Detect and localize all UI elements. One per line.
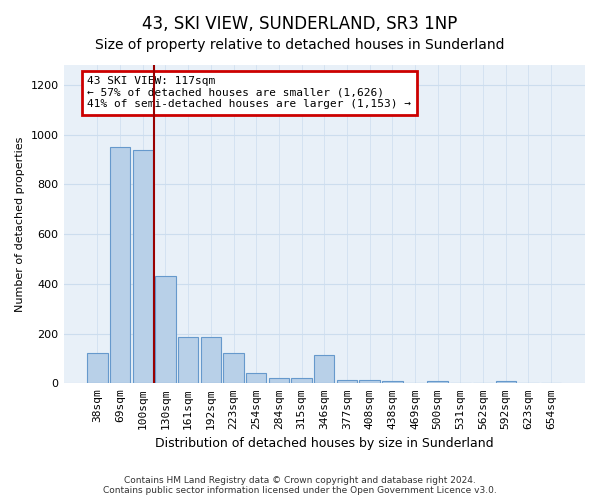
Bar <box>133 150 153 384</box>
Text: Contains HM Land Registry data © Crown copyright and database right 2024.
Contai: Contains HM Land Registry data © Crown c… <box>103 476 497 495</box>
Bar <box>359 380 380 384</box>
Bar <box>427 382 448 384</box>
X-axis label: Distribution of detached houses by size in Sunderland: Distribution of detached houses by size … <box>155 437 494 450</box>
Bar <box>223 354 244 384</box>
Bar <box>337 380 357 384</box>
Bar <box>200 338 221 384</box>
Bar <box>155 276 176 384</box>
Bar <box>87 354 107 384</box>
Bar <box>246 374 266 384</box>
Bar <box>496 382 516 384</box>
Text: 43, SKI VIEW, SUNDERLAND, SR3 1NP: 43, SKI VIEW, SUNDERLAND, SR3 1NP <box>142 15 458 33</box>
Bar <box>178 338 199 384</box>
Bar <box>269 378 289 384</box>
Text: 43 SKI VIEW: 117sqm
← 57% of detached houses are smaller (1,626)
41% of semi-det: 43 SKI VIEW: 117sqm ← 57% of detached ho… <box>87 76 411 110</box>
Y-axis label: Number of detached properties: Number of detached properties <box>15 136 25 312</box>
Text: Size of property relative to detached houses in Sunderland: Size of property relative to detached ho… <box>95 38 505 52</box>
Bar <box>110 147 130 384</box>
Bar <box>382 381 403 384</box>
Bar <box>314 354 334 384</box>
Bar <box>292 378 312 384</box>
